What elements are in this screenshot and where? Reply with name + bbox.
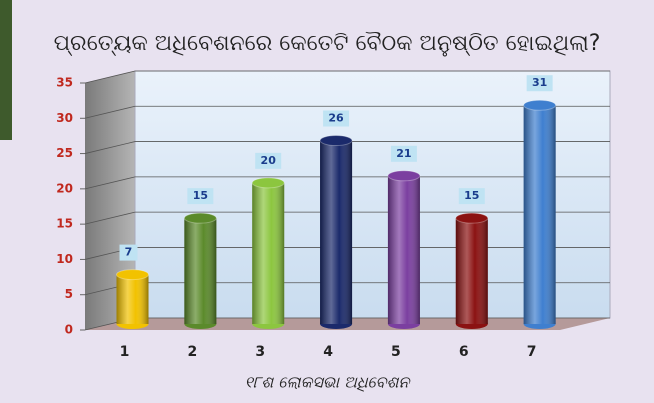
y-tick-label: 15 [56,217,73,231]
bar-top [184,213,216,223]
y-tick-label: 30 [56,111,73,125]
y-tick-label: 10 [56,252,73,266]
x-tick-label: 2 [187,344,197,360]
bar-shading [320,141,352,324]
bar-shading [456,218,488,324]
bar-top [117,270,149,280]
x-tick-label: 1 [120,344,130,360]
value-label: 7 [125,246,133,259]
bar-shading [524,105,556,324]
bar-top [524,100,556,110]
y-tick-label: 20 [56,181,73,195]
y-tick-label: 5 [65,287,73,301]
y-tick-label: 35 [56,76,73,90]
plot-area: 0 5 10 15 20 25 30 35 1 7 2 15 3 20 4 26 5 21 6 15 7 31 [56,71,610,360]
x-tick-label: 7 [527,344,537,360]
bar-shading [252,183,284,324]
bar-top [320,136,352,146]
x-tick-label: 4 [323,344,333,360]
value-label: 31 [532,76,547,89]
y-tick-label: 0 [65,323,73,337]
x-tick-label: 6 [459,344,469,360]
x-axis-title: ୧୮ଶ ଲୋକସଭା ଅଧିବେଶନ [245,373,412,392]
bar-top [456,213,488,223]
bar-shading [184,218,216,324]
chart: ପ୍ରତ୍ୟେକ ଅଧିବେଶନରେ କେତେଟି ବୈଠକ ଅନୁଷ୍ଠିତ … [0,0,654,403]
x-tick-label: 3 [255,344,265,360]
photo-strip [0,0,12,140]
x-tick-label: 5 [391,344,401,360]
value-label: 15 [464,189,479,202]
value-label: 15 [193,189,208,202]
bar-shading [117,275,149,324]
bar-shading [388,176,420,324]
chart-title: ପ୍ରତ୍ୟେକ ଅଧିବେଶନରେ କେତେଟି ବୈଠକ ଅନୁଷ୍ଠିତ … [54,31,601,57]
bar-top [388,171,420,181]
value-label: 20 [261,154,277,167]
value-label: 21 [396,147,411,160]
bar-top [252,178,284,188]
y-tick-label: 25 [56,146,73,160]
value-label: 26 [328,112,344,125]
